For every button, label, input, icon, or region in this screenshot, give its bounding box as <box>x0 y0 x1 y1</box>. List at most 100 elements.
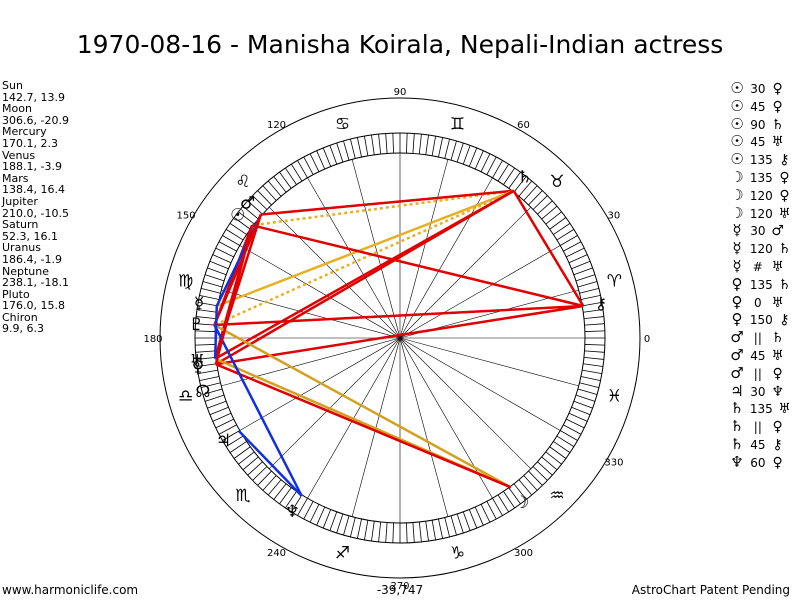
planet-glyph: ♀ <box>192 358 204 378</box>
degree-tick <box>371 521 375 542</box>
degree-tick <box>450 140 457 161</box>
aspect-planet-glyph: ☿ <box>732 239 742 258</box>
aspect-planet-glyph: ☉ <box>730 150 744 169</box>
degree-tick <box>553 223 571 235</box>
spoke-line <box>239 337 401 431</box>
degree-tick <box>195 330 216 332</box>
aspect-angle: 135 <box>749 277 773 292</box>
degree-tick <box>196 356 217 360</box>
degree-tick <box>425 134 429 155</box>
planet-name: Saturn <box>2 218 39 232</box>
degree-tick <box>568 254 588 264</box>
degree-tick <box>195 323 216 326</box>
aspect-angle: 90 <box>750 117 766 132</box>
degree-tick <box>486 501 497 520</box>
degree-tick <box>575 394 596 402</box>
degree-tick <box>233 217 251 230</box>
degree-tick <box>580 294 601 300</box>
zodiac-sign-glyph: ♋ <box>335 115 350 135</box>
aspect-line <box>213 214 263 326</box>
footer-patent: AstroChart Patent Pending <box>631 583 790 597</box>
aspect-planet-glyph: ♂ <box>771 223 784 240</box>
aspect-line <box>251 189 514 227</box>
aspect-planet-glyph: ♀ <box>772 365 783 382</box>
degree-tick <box>438 137 444 158</box>
aspect-planet-glyph: ⚷ <box>779 312 790 329</box>
aspect-planet-glyph: ♄ <box>730 434 744 453</box>
footer-center-value: -39,747 <box>376 583 424 597</box>
degree-tick <box>291 494 303 513</box>
degree-tick <box>195 344 216 346</box>
planet-name: Mercury <box>2 125 47 139</box>
degree-tick <box>474 506 484 526</box>
chart-title: 1970-08-16 - Manisha Koirala, Nepali-Ind… <box>76 30 724 59</box>
planet-coords: 170.1, 2.3 <box>2 136 58 150</box>
degree-tick <box>406 133 408 154</box>
aspect-row: ☉ 30 ♀ <box>728 79 793 98</box>
degree-tick <box>297 160 308 178</box>
degree-tick <box>267 479 282 496</box>
degree-tick <box>252 466 268 481</box>
degree-tick <box>200 288 221 294</box>
degree-tick <box>560 430 578 441</box>
planet-name: Venus <box>2 148 36 162</box>
degree-tick <box>582 369 602 374</box>
aspect-angle: 30 <box>750 224 766 239</box>
aspect-angle: 150 <box>749 313 773 328</box>
aspect-row: ☿ 30 ♂ <box>728 222 793 240</box>
aspect-row: ☉ 45 ♅ <box>728 133 793 151</box>
degree-tick <box>297 498 308 516</box>
degree-tick <box>212 412 232 422</box>
degree-tick <box>218 241 237 252</box>
degree-tick <box>456 142 464 163</box>
spoke-line <box>268 337 401 470</box>
aspect-planet-glyph: ☽ <box>730 185 744 204</box>
aspect-planet-glyph: ♄ <box>778 276 791 293</box>
aspect-row: ☽ 120 ♀ <box>728 185 793 205</box>
degree-tick <box>378 521 382 542</box>
degree-tick <box>545 451 562 465</box>
planet-glyph: ♃ <box>216 431 231 451</box>
aspect-angle: || <box>753 331 762 346</box>
spoke-line <box>399 159 449 339</box>
aspect-angle: 135 <box>749 153 773 168</box>
degree-tick <box>541 456 558 471</box>
aspect-angle: 120 <box>749 206 773 221</box>
degree-tick <box>583 356 604 360</box>
degree-tick <box>486 156 497 175</box>
degree-tick <box>291 163 303 182</box>
degree-tick <box>508 171 521 189</box>
degree-tick <box>438 518 444 539</box>
degree-tick <box>418 134 422 155</box>
spoke-line <box>307 177 401 339</box>
degree-tick <box>309 153 320 172</box>
aspect-line <box>214 224 254 365</box>
aspect-line <box>251 224 584 308</box>
degree-tick <box>577 388 598 395</box>
degree-tick <box>503 167 515 185</box>
degree-label: 150 <box>177 211 196 222</box>
degree-tick <box>356 518 362 539</box>
aspect-row: ♄ 135 ♅ <box>728 400 793 418</box>
degree-label: 30 <box>608 211 621 222</box>
planet-coords: 188.1, -3.9 <box>2 160 62 174</box>
spoke-line <box>399 337 532 470</box>
aspect-planet-glyph: ♆ <box>730 452 744 471</box>
degree-tick <box>556 435 575 447</box>
degree-tick <box>198 369 218 374</box>
aspect-row: ☿ # ♅ <box>728 257 793 276</box>
degree-tick <box>218 424 237 435</box>
degree-tick <box>364 136 369 156</box>
degree-tick <box>549 217 567 230</box>
degree-tick <box>322 147 332 167</box>
degree-tick <box>537 461 553 476</box>
planet-coords: 186.4, -1.9 <box>2 252 62 266</box>
aspect-row: ♀ 0 ♅ <box>728 293 793 312</box>
degree-tick <box>573 400 593 409</box>
degree-tick <box>549 446 567 459</box>
aspect-planet-glyph: ☽ <box>730 203 744 222</box>
degree-tick <box>556 229 575 241</box>
degree-tick <box>215 247 234 258</box>
degree-tick <box>392 133 394 154</box>
planet-name: Chiron <box>2 310 38 324</box>
